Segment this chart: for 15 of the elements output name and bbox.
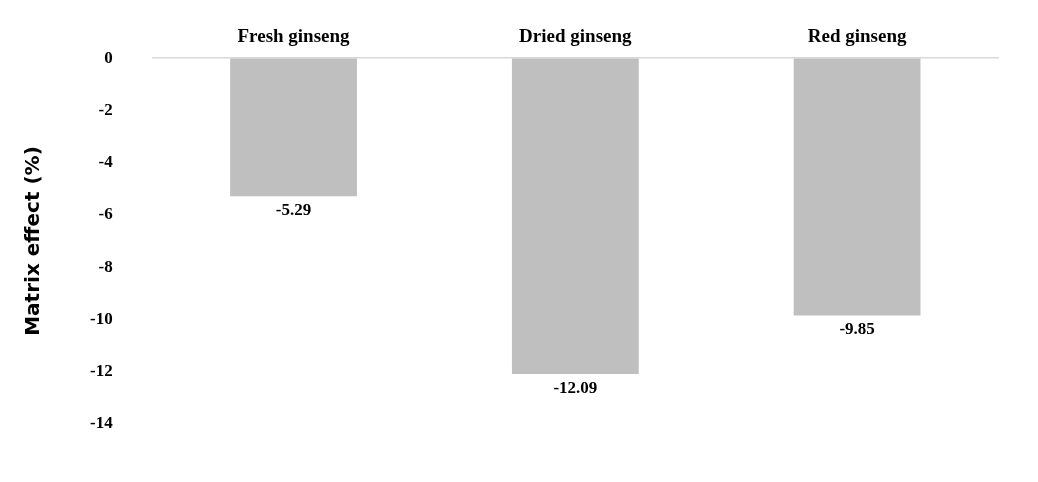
y-tick-label: -6: [98, 204, 113, 224]
y-tick-label: -14: [89, 413, 114, 433]
x-tick-label: Red ginseng: [807, 24, 907, 46]
data-label: -9.85: [839, 319, 875, 339]
data-label: -5.29: [275, 200, 312, 220]
y-tick-label: -12: [89, 360, 113, 380]
y-axis-title: Matrix effect (%): [20, 146, 45, 336]
y-tick-label: -10: [89, 308, 113, 328]
data-label: -12.09: [553, 377, 598, 397]
y-tick-label: -2: [98, 99, 113, 119]
x-tick-label: Dried ginseng: [519, 24, 633, 46]
y-tick-label: -4: [98, 152, 114, 172]
y-tick-label: 0: [104, 47, 113, 67]
y-tick-label: -8: [98, 256, 113, 276]
x-tick-label: Fresh ginseng: [237, 24, 351, 46]
